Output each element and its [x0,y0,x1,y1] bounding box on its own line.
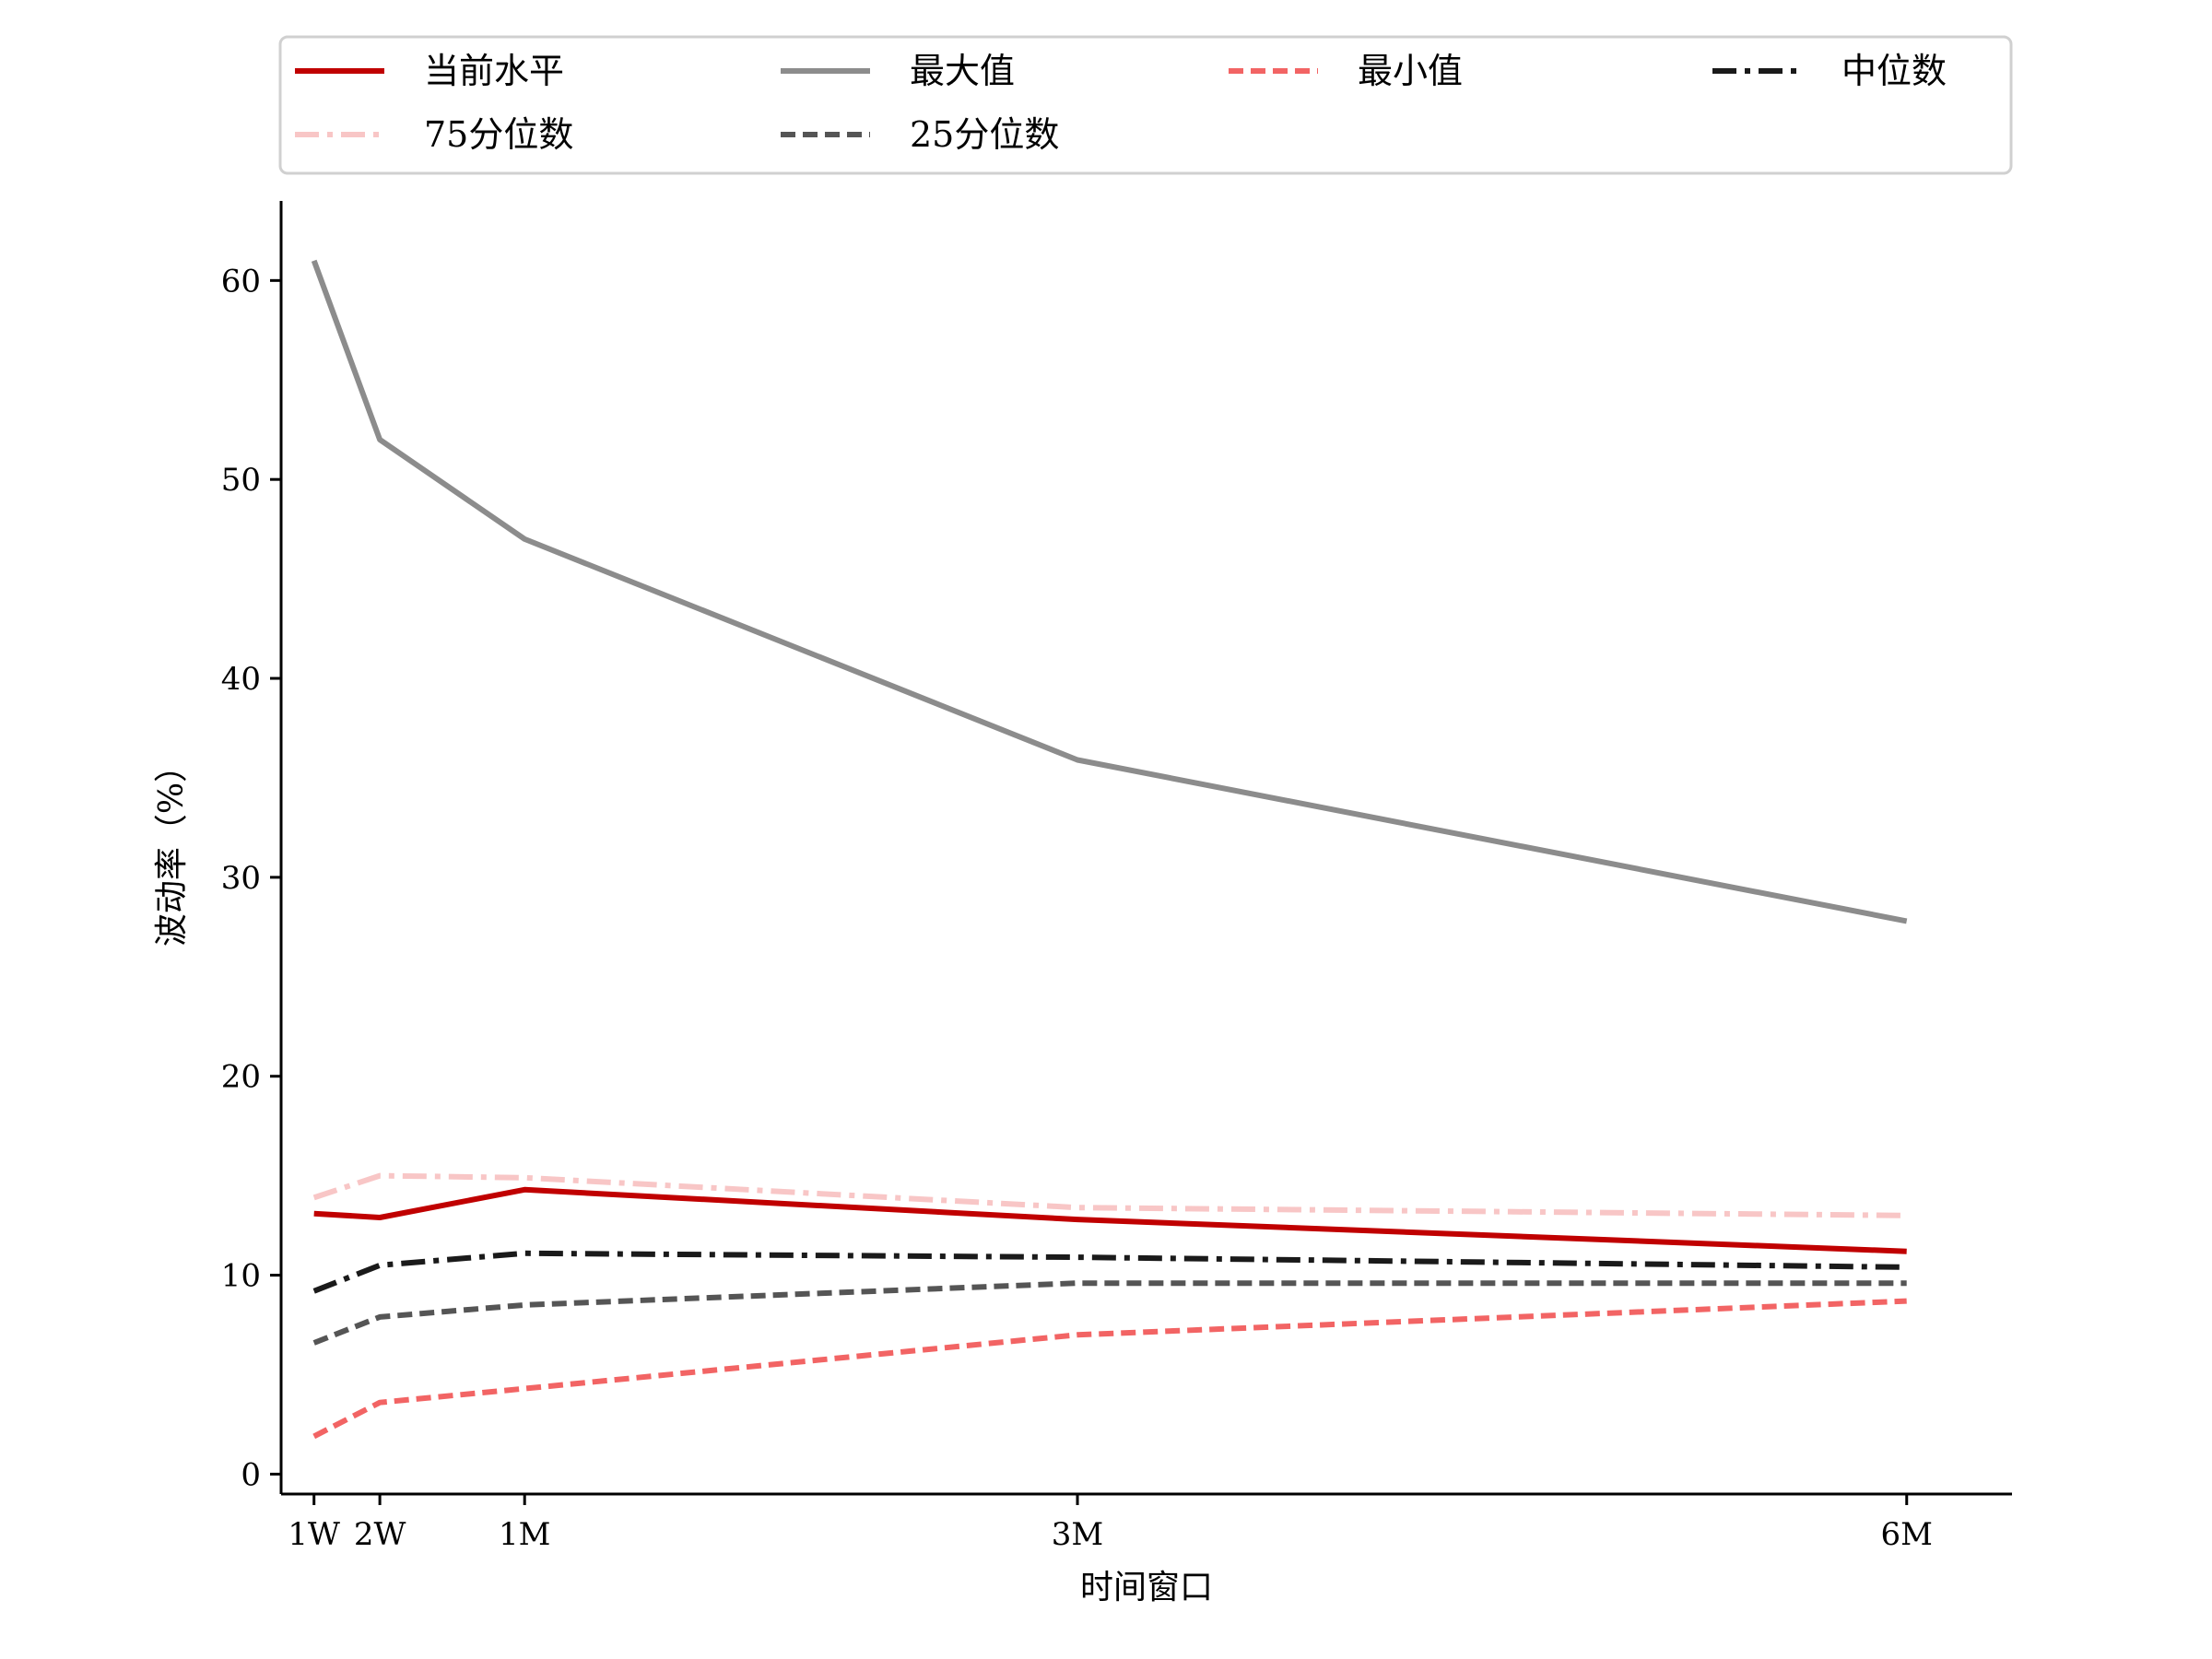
series-line-2 [312,1298,1907,1440]
legend-frame [278,35,2013,175]
series-line-5 [312,1280,1907,1346]
x-tick-label: 3M [1052,1516,1103,1553]
series-line-4 [312,1172,1907,1218]
y-tick-label: 40 [221,661,261,698]
legend-label-4: 75分位数 [424,114,573,155]
y-tick-label: 20 [221,1059,261,1096]
x-tick-label: 1M [499,1516,550,1553]
legend-label-1: 最大值 [910,51,1015,91]
legend-label-0: 当前水平 [424,51,564,91]
series-layer [311,259,1908,1440]
y-tick-label: 60 [221,263,261,300]
series-line-0 [313,1186,1907,1254]
y-tick-label: 0 [241,1456,261,1493]
y-tick-label: 50 [221,462,261,499]
x-tick-label: 1W [288,1516,340,1553]
y-tick-label: 30 [221,860,261,897]
y-tick-label: 10 [221,1258,261,1295]
ticks: 0 10 20 30 40 50 60 1W 2W 1M 3M 6M [221,263,1933,1553]
x-axis-title: 时间窗口 [1080,1569,1213,1606]
x-tick-label: 6M [1881,1516,1933,1553]
legend-label-3: 中位数 [1841,51,1947,91]
x-tick-label: 2W [354,1516,406,1553]
legend-label-5: 25分位数 [910,114,1059,155]
y-axis-title: 波动率（%） [153,749,191,947]
series-line-1 [311,259,1908,924]
axes [279,201,2012,1496]
series-line-3 [312,1250,1907,1294]
legend: 当前水平 最大值 最小值 中位数 75分位数 25分位数 [278,35,2013,175]
legend-label-2: 最小值 [1358,51,1463,91]
